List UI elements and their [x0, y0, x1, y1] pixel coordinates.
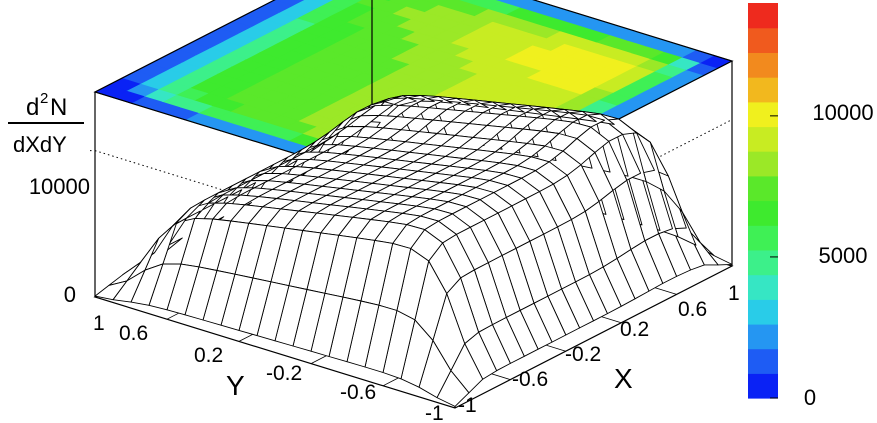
- contour-cell-16-15: [387, 0, 420, 7]
- x-axis-label: X: [614, 363, 633, 394]
- z-tick-0: 0: [64, 282, 76, 307]
- colorbar-segment-14: [748, 27, 778, 53]
- colorbar-segment-8: [748, 175, 778, 202]
- contour-cell-14-17: [323, 0, 358, 10]
- z-label-d: d: [26, 94, 39, 121]
- y-tick-0.2: 0.2: [194, 344, 223, 367]
- y-tick--0.6: -0.6: [340, 381, 376, 404]
- colorbar-segment-10: [748, 126, 778, 152]
- x-tick--0.2: -0.2: [565, 343, 601, 366]
- contour-cell-14-18: [311, 0, 334, 5]
- contour-cell-18-13: [459, 0, 478, 4]
- colorbar-segment-6: [748, 225, 778, 251]
- contour-cell-18-12: [469, 0, 504, 10]
- y-tick--0.2: -0.2: [266, 362, 302, 385]
- colorbar-segment-1: [748, 348, 778, 374]
- x-tick--1: -1: [458, 394, 477, 417]
- z-tick-10000: 10000: [29, 174, 90, 199]
- y-tick-0.6: 0.6: [119, 322, 148, 345]
- top-plane-outline: [93, 0, 734, 204]
- y-tick-1: 1: [93, 312, 105, 335]
- colorbar-segment-11: [748, 101, 778, 128]
- colorbar-segment-15: [748, 3, 778, 29]
- colorbar-tick-5000: 5000: [819, 243, 868, 268]
- contour-cell-19-12: [495, 0, 506, 2]
- x-tick--0.6: -0.6: [512, 368, 548, 391]
- mesh-quad-0-19: [94, 280, 128, 301]
- colorbar-tick-0: 0: [804, 385, 816, 410]
- x-tick-1: 1: [728, 282, 740, 305]
- colorbar-segment-9: [748, 151, 778, 177]
- x-tick-0.2: 0.2: [620, 318, 649, 341]
- colorbar-segment-0: [748, 373, 778, 399]
- z-axis-label: d 2 N dXdY: [8, 90, 84, 157]
- contour-cell-13-18: [291, 0, 326, 12]
- contour-cell-19-11: [501, 0, 535, 8]
- contour-cell-13-19: [274, 0, 305, 6]
- z-label-n: N: [50, 94, 67, 121]
- colorbar-segment-2: [748, 323, 778, 350]
- contour-cell-16-16: [385, 0, 391, 2]
- contour-cell-17-13: [437, 0, 472, 11]
- surface-mesh: [94, 94, 733, 407]
- colorbar-segment-4: [748, 274, 778, 300]
- x-tick-0.6: 0.6: [678, 298, 707, 321]
- colorbar-segment-3: [748, 299, 778, 325]
- colorbar-segment-12: [748, 77, 778, 103]
- contour-cell-15-17: [348, 0, 362, 3]
- colorbar-segment-5: [748, 249, 778, 276]
- z-label-sup: 2: [40, 90, 48, 107]
- contour-cell-16-14: [405, 0, 440, 13]
- colorbar-segment-7: [748, 200, 778, 226]
- z-label-denominator: dXdY: [13, 132, 67, 157]
- colorbar-tick-10000: 10000: [812, 100, 873, 125]
- y-axis-label: Y: [226, 370, 245, 401]
- contour-cell-17-14: [422, 0, 449, 6]
- contour-cell-15-16: [355, 0, 390, 9]
- y-tick--1: -1: [425, 402, 444, 423]
- color-bar: [748, 3, 778, 399]
- colorbar-segment-13: [748, 52, 778, 78]
